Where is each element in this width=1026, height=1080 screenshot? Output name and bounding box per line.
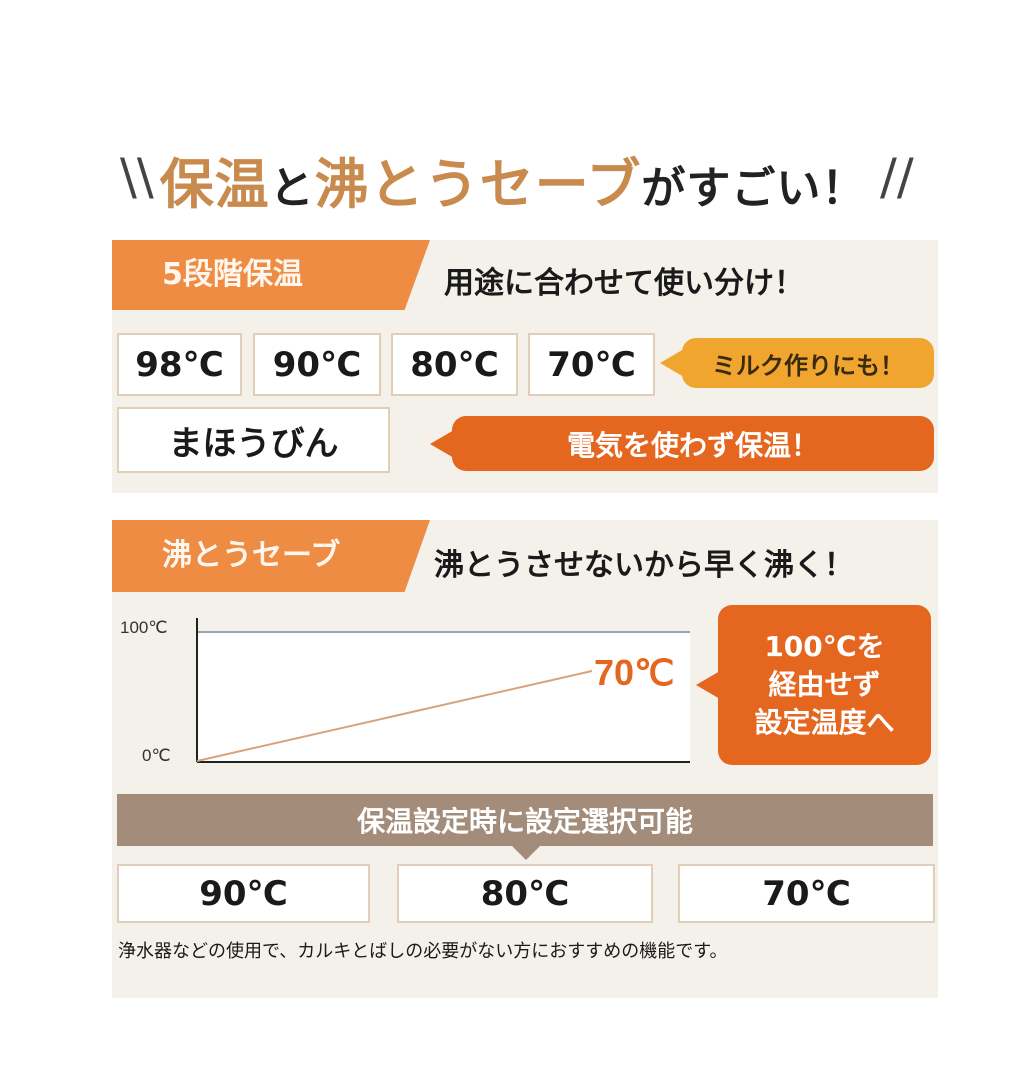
mahoubin-note-bubble: 電気を使わず保温！ bbox=[430, 416, 934, 471]
temp-option-80: 80℃ bbox=[391, 333, 518, 396]
chart-series-line bbox=[196, 670, 593, 762]
chart-end-label: 70℃ bbox=[594, 652, 674, 693]
title-and: と bbox=[269, 163, 315, 214]
boil-chart: 100℃ 0℃ 70℃ bbox=[120, 618, 690, 765]
boil-temp-70: 70℃ bbox=[678, 864, 935, 923]
boil-save-bubble: 100℃を 経由せず 設定温度へ bbox=[696, 605, 931, 765]
bubble-line-1: 100℃を bbox=[764, 630, 885, 663]
keep-warm-tag: 5段階保温 bbox=[112, 240, 430, 310]
decorative-slash-left: \\ bbox=[120, 148, 154, 206]
bubble-line-2: 経由せず bbox=[768, 668, 881, 701]
chart-plot-area bbox=[197, 632, 690, 762]
temp-option-98: 98℃ bbox=[117, 333, 242, 396]
selectable-banner: 保温設定時に設定選択可能 bbox=[117, 794, 933, 846]
temp-option-70: 70℃ bbox=[528, 333, 655, 396]
page-title: 保温と沸とうセーブがすごい！ bbox=[0, 140, 1026, 219]
chart-y-tick-0: 0℃ bbox=[142, 746, 171, 765]
temp-option-90: 90℃ bbox=[253, 333, 381, 396]
banner-pointer bbox=[512, 846, 540, 860]
boil-save-headline: 沸とうさせないから早く沸く！ bbox=[434, 548, 854, 583]
mahoubin-box: まほうびん bbox=[117, 407, 390, 473]
boil-temp-80: 80℃ bbox=[397, 864, 653, 923]
bubble-line-3: 設定温度へ bbox=[754, 706, 895, 739]
title-boil-save: 沸とうセーブ bbox=[314, 152, 642, 216]
title-suffix: がすごい！ bbox=[641, 163, 867, 214]
keep-warm-headline: 用途に合わせて使い分け！ bbox=[444, 266, 804, 301]
chart-y-tick-100: 100℃ bbox=[120, 618, 167, 637]
milk-note-bubble: ミルク作りにも！ bbox=[660, 338, 934, 388]
title-keep-warm: 保温 bbox=[159, 152, 270, 216]
decorative-slash-right: // bbox=[880, 148, 914, 206]
boil-save-tag: 沸とうセーブ bbox=[112, 520, 430, 592]
boil-temp-90: 90℃ bbox=[117, 864, 370, 923]
footnote: 浄水器などの使用で、カルキとばしの必要がない方におすすめの機能です。 bbox=[118, 941, 728, 962]
